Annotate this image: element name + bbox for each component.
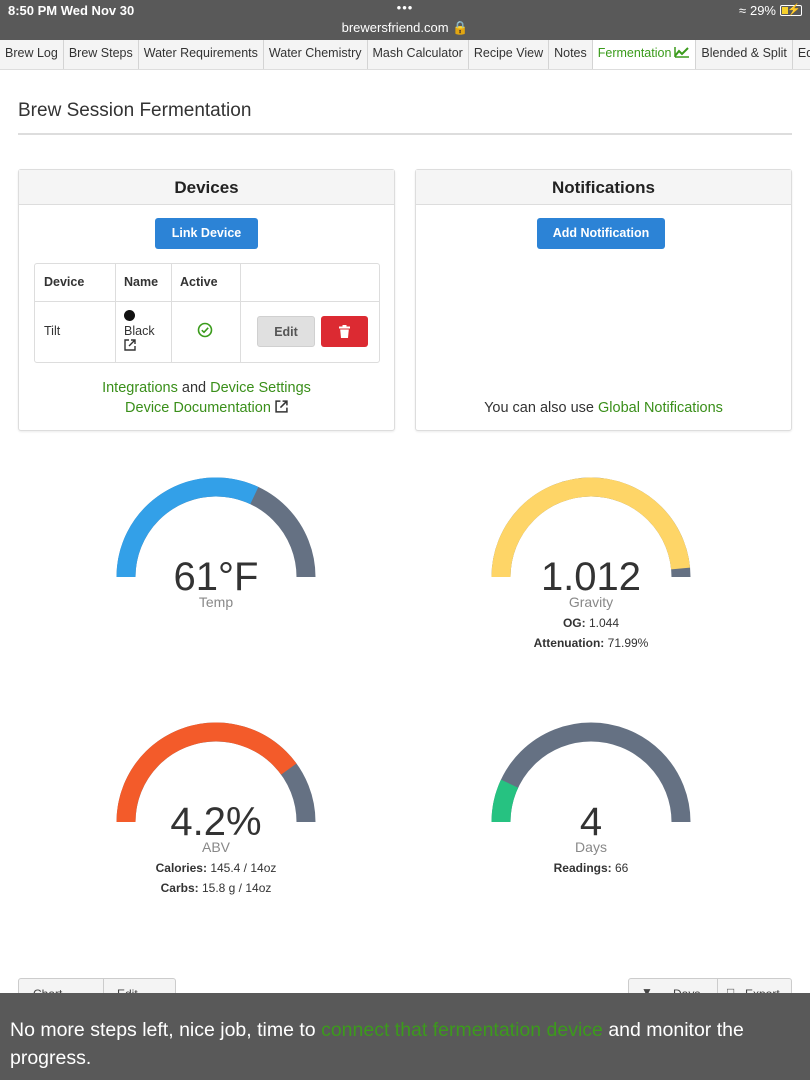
calories-value: 145.4 / 14oz bbox=[210, 861, 277, 875]
temp-gauge-arc bbox=[116, 477, 316, 578]
notifications-panel: Notifications Add Notification You can a… bbox=[415, 169, 792, 431]
devices-table-header: Device Name Active bbox=[35, 264, 379, 302]
col-name: Name bbox=[124, 275, 159, 289]
device-settings-link[interactable]: Device Settings bbox=[210, 380, 311, 396]
abv-gauge-arc bbox=[116, 722, 316, 823]
og-value: 1.044 bbox=[588, 616, 620, 630]
tab-water-requirements[interactable]: Water Requirements bbox=[138, 40, 264, 69]
temp-label: Temp bbox=[198, 594, 234, 610]
integrations-line: Integrations and Device Settings bbox=[19, 380, 394, 396]
col-device: Device bbox=[44, 275, 85, 289]
active-check-icon bbox=[197, 322, 213, 338]
devices-table: Device Name Active Tilt Black Edit bbox=[34, 263, 380, 363]
days-gauge-track bbox=[491, 722, 691, 823]
integrations-link[interactable]: Integrations bbox=[102, 380, 178, 396]
global-notifications-link[interactable]: Global Notifications bbox=[598, 400, 723, 416]
og-label: OG: bbox=[562, 616, 586, 630]
col-active: Active bbox=[180, 275, 218, 289]
external-link-icon bbox=[275, 400, 288, 413]
session-tabs: Brew Log Brew Steps Water Requirements W… bbox=[0, 40, 810, 70]
edit-device-button[interactable]: Edit bbox=[257, 316, 315, 347]
status-time: 8:50 PM Wed Nov 30 bbox=[8, 3, 135, 18]
calories-line: Calories: 145.4 / 14oz bbox=[106, 861, 326, 875]
status-right: ≈ 29% ⚡ bbox=[739, 3, 802, 18]
tab-mash-calculator[interactable]: Mash Calculator bbox=[367, 40, 469, 69]
url-text: brewersfriend.com bbox=[341, 20, 449, 35]
page-title: Brew Session Fermentation bbox=[18, 100, 252, 121]
global-notifications-line: You can also use Global Notifications bbox=[416, 400, 791, 416]
tab-blended-split[interactable]: Blended & Split bbox=[696, 40, 793, 69]
filter-icon[interactable]: ▼ bbox=[641, 985, 653, 999]
gravity-label: Gravity bbox=[568, 594, 614, 610]
days-gauge-fill bbox=[491, 779, 519, 823]
carbs-value: 15.8 g / 14oz bbox=[201, 881, 272, 895]
tab-brew-log[interactable]: Brew Log bbox=[0, 40, 64, 69]
tab-edit[interactable]: Edit bbox=[792, 40, 810, 69]
toast-text-before: No more steps left, nice job, time to bbox=[10, 1019, 316, 1041]
tab-recipe-view[interactable]: Recipe View bbox=[468, 40, 550, 69]
line-chart-icon bbox=[674, 47, 690, 58]
attenuation-value: 71.99% bbox=[607, 636, 649, 650]
connect-device-link[interactable]: connect that fermentation device bbox=[321, 1019, 603, 1041]
device-name: Black bbox=[124, 324, 155, 338]
days-gauge: 4 Days Readings: 66 bbox=[481, 712, 701, 882]
abv-gauge-fill bbox=[116, 722, 297, 823]
gravity-value: 1.012 bbox=[540, 555, 642, 599]
tab-notes[interactable]: Notes bbox=[549, 40, 593, 69]
notifications-title: Notifications bbox=[416, 170, 791, 205]
wifi-icon: ≈ bbox=[738, 3, 746, 18]
carbs-label: Carbs: bbox=[160, 881, 199, 895]
gravity-gauge-fill bbox=[491, 477, 691, 578]
abv-gauge: 4.2% ABV Calories: 145.4 / 14oz Carbs: 1… bbox=[106, 712, 326, 902]
and-text: and bbox=[181, 380, 207, 396]
og-line: OG: 1.044 bbox=[481, 616, 701, 630]
color-dot-icon bbox=[124, 310, 135, 321]
title-divider bbox=[18, 133, 792, 135]
days-gauge-arc bbox=[491, 722, 691, 823]
tab-fermentation[interactable]: Fermentation bbox=[592, 40, 697, 69]
readings-value: 66 bbox=[615, 861, 629, 875]
tab-water-chemistry[interactable]: Water Chemistry bbox=[263, 40, 368, 69]
devices-title: Devices bbox=[19, 170, 394, 205]
days-label: Days bbox=[575, 839, 607, 855]
external-link-icon[interactable] bbox=[124, 339, 136, 351]
toast-text-after: and monitor the progress. bbox=[10, 1019, 744, 1069]
battery-percent: 29% bbox=[749, 3, 776, 18]
link-device-button[interactable]: Link Device bbox=[155, 218, 258, 249]
gravity-gauge: 1.012 Gravity OG: 1.044 Attenuation: 71.… bbox=[481, 467, 701, 657]
tab-fermentation-label: Fermentation bbox=[597, 46, 672, 60]
global-notifications-text: You can also use bbox=[484, 400, 594, 416]
url-bar[interactable]: brewersfriend.com 🔒 bbox=[0, 20, 810, 36]
readings-line: Readings: 66 bbox=[481, 861, 701, 875]
carbs-line: Carbs: 15.8 g / 14oz bbox=[106, 881, 326, 895]
abv-label: ABV bbox=[201, 839, 230, 855]
battery-icon: ⚡ bbox=[780, 4, 802, 16]
trash-icon bbox=[339, 325, 350, 338]
abv-value: 4.2% bbox=[170, 800, 262, 844]
readings-label: Readings: bbox=[553, 861, 612, 875]
calories-label: Calories: bbox=[155, 861, 207, 875]
device-documentation-link[interactable]: Device Documentation bbox=[125, 400, 271, 416]
gravity-gauge-arc bbox=[491, 477, 691, 578]
devices-panel: Devices Link Device Device Name Active T… bbox=[18, 169, 395, 431]
attenuation-label: Attenuation: bbox=[533, 636, 605, 650]
documentation-line: Device Documentation bbox=[19, 400, 394, 416]
device-type: Tilt bbox=[44, 324, 61, 338]
attenuation-line: Attenuation: 71.99% bbox=[481, 636, 701, 650]
add-notification-button[interactable]: Add Notification bbox=[537, 218, 665, 249]
temp-gauge-fill bbox=[116, 477, 259, 578]
delete-device-button[interactable] bbox=[321, 316, 368, 347]
browser-menu-dots[interactable]: ••• bbox=[396, 0, 414, 15]
file-icon: □ bbox=[727, 985, 735, 999]
temp-gauge: 61°F Temp bbox=[106, 467, 326, 610]
browser-status-bar: 8:50 PM Wed Nov 30 ••• brewersfriend.com… bbox=[0, 0, 810, 40]
temp-value: 61°F bbox=[173, 555, 259, 599]
days-value: 4 bbox=[579, 800, 603, 844]
lock-icon: 🔒 bbox=[452, 20, 469, 35]
completion-toast: No more steps left, nice job, time to co… bbox=[0, 993, 810, 1080]
tab-brew-steps[interactable]: Brew Steps bbox=[63, 40, 139, 69]
